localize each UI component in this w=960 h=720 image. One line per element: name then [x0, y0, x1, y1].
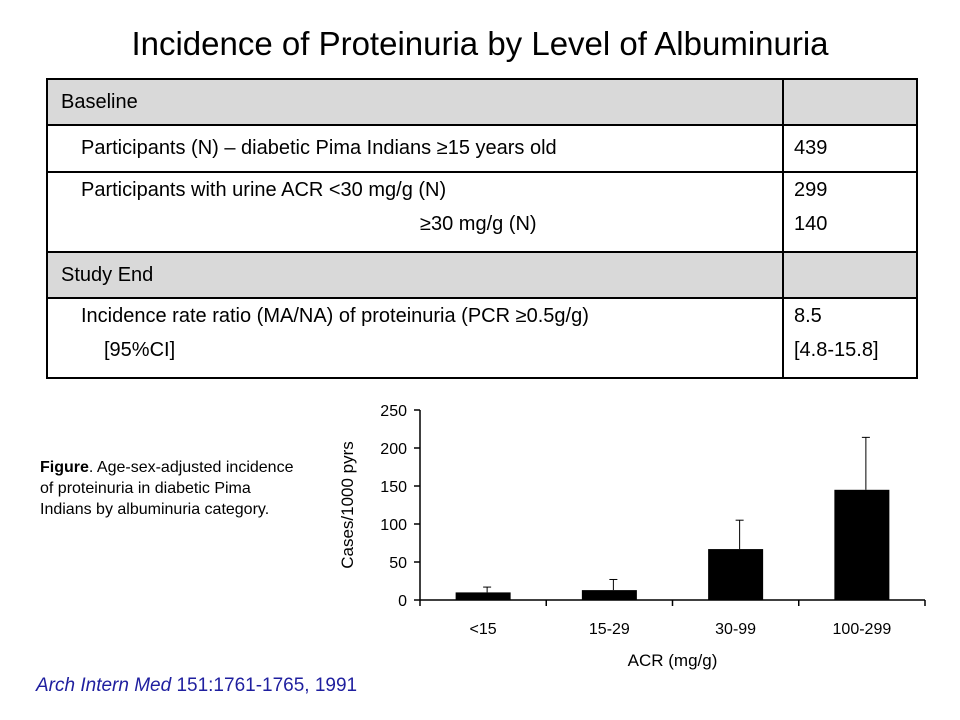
table-cell: [782, 78, 918, 126]
irr-label-line2: [95%CI]: [104, 339, 176, 361]
y-tick-label: 100: [380, 517, 407, 534]
bar-chart: 0 50 100 150 200 250 <15 15-29 30-99 100-299 ACR (…: [338, 403, 926, 670]
acr-label-line1: Participants with urine ACR <30 mg/g (N): [81, 179, 447, 201]
caption-text: . Age-sex-adjusted incidence of proteinu…: [40, 459, 294, 518]
table-cell: 299 140: [782, 171, 918, 253]
bar: [834, 489, 890, 600]
acr-value-lt30: 299: [794, 179, 828, 201]
summary-table: Baseline Participants (N) – diabetic Pim…: [46, 78, 918, 379]
y-axis-label: Cases/1000 pyrs: [338, 441, 357, 569]
table-cell: [782, 251, 918, 299]
table-row: Participants (N) – diabetic Pima Indians…: [46, 124, 918, 173]
x-tick-label: <15: [470, 621, 497, 638]
irr-value: 8.5: [794, 305, 822, 327]
page-title: Incidence of Proteinuria by Level of Alb…: [131, 25, 829, 62]
caption-bold: Figure: [40, 459, 89, 476]
irr-label-line1: Incidence rate ratio (MA/NA) of proteinu…: [81, 305, 589, 327]
table-row: Participants with urine ACR <30 mg/g (N)…: [46, 171, 918, 253]
table-row: Study End: [46, 251, 918, 299]
y-tick-label: 250: [380, 403, 407, 420]
citation-journal: Arch Intern Med: [36, 675, 172, 696]
table-cell: Study End: [46, 251, 784, 299]
table-row: Incidence rate ratio (MA/NA) of proteinu…: [46, 297, 918, 379]
bar: [455, 592, 511, 600]
citation-ref: 151:1761-1765, 1991: [171, 675, 358, 696]
bar: [708, 549, 764, 600]
x-tick-label: 100-299: [833, 621, 892, 638]
participants-label: Participants (N) – diabetic Pima Indians…: [81, 137, 557, 159]
y-tick-label: 50: [389, 555, 407, 572]
x-axis-label: ACR (mg/g): [628, 651, 718, 670]
table-cell: 8.5 [4.8-15.8]: [782, 297, 918, 379]
x-tick-label: 15-29: [589, 621, 630, 638]
acr-label-line2: ≥30 mg/g (N): [420, 213, 537, 235]
bar: [581, 590, 637, 600]
table-cell: Incidence rate ratio (MA/NA) of proteinu…: [46, 297, 784, 379]
table-cell: 439: [782, 124, 918, 173]
citation: Arch Intern Med 151:1761-1765, 1991: [36, 674, 357, 698]
table-cell: Baseline: [46, 78, 784, 126]
participants-value: 439: [794, 137, 828, 159]
study-end-label: Study End: [61, 263, 154, 286]
x-tick-label: 30-99: [715, 621, 756, 638]
acr-value-ge30: 140: [794, 213, 828, 235]
y-tick-label: 200: [380, 441, 407, 458]
baseline-label: Baseline: [61, 90, 138, 113]
table-row: Baseline: [46, 78, 918, 126]
irr-ci: [4.8-15.8]: [794, 339, 879, 361]
table-cell: Participants (N) – diabetic Pima Indians…: [46, 124, 784, 173]
figure-caption: Figure. Age-sex-adjusted incidence of pr…: [40, 457, 295, 520]
table-cell: Participants with urine ACR <30 mg/g (N)…: [46, 171, 784, 253]
y-tick-label: 150: [380, 479, 407, 496]
y-tick-label: 0: [398, 593, 407, 610]
